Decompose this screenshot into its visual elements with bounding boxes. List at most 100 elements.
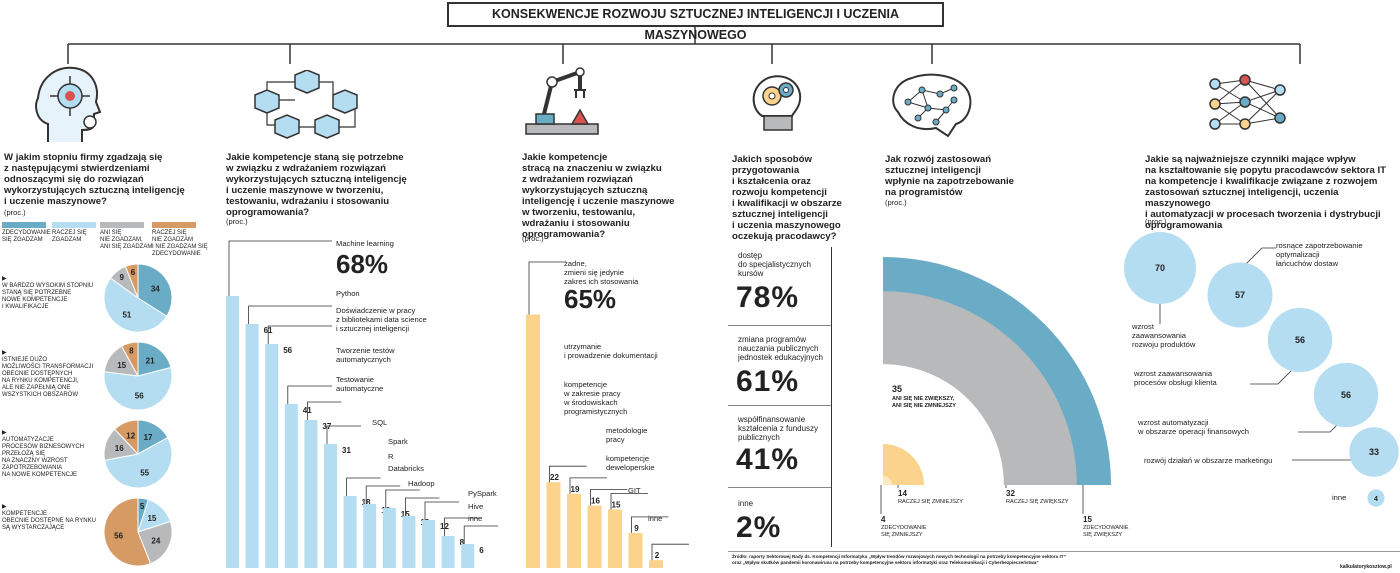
col4-item-value: 78% bbox=[736, 281, 800, 314]
pie-value-label: 34 bbox=[151, 284, 160, 293]
callout-line bbox=[610, 493, 648, 510]
callout-line bbox=[346, 477, 381, 496]
bar-value-label: 68% bbox=[336, 249, 388, 279]
bar-category-label: kompetencje bbox=[564, 380, 607, 389]
bar-value-label: 56 bbox=[283, 346, 292, 355]
bubble-category-label: rozwój działań w obszarze marketingu bbox=[1144, 456, 1272, 465]
bar-value-label: 8 bbox=[460, 538, 465, 547]
callout-line bbox=[385, 489, 420, 508]
ring-label: ANI SIĘ NIE ZMNIEJSZY bbox=[892, 403, 956, 409]
col4-divider-3 bbox=[728, 487, 831, 488]
bar-category-label: PySpark bbox=[468, 489, 497, 498]
bar-category-label: Hadoop bbox=[408, 479, 435, 488]
col4-item-value: 61% bbox=[736, 365, 800, 398]
bubble-value-label: 56 bbox=[1295, 335, 1305, 345]
pie-slice bbox=[137, 341, 172, 377]
bar-value-label: 6 bbox=[479, 546, 484, 555]
ring-label: SIĘ ZWIĘKSZY bbox=[1083, 532, 1122, 538]
ring-label: 32 bbox=[1006, 489, 1015, 498]
col4-item-label: dostęp do specjalistycznych kursów bbox=[738, 251, 811, 278]
bar bbox=[284, 404, 298, 568]
bar-value-label: 15 bbox=[612, 501, 621, 510]
col4-question: Jakich sposobów przygotowania i kształceni… bbox=[732, 154, 842, 242]
ring-label: 4 bbox=[881, 515, 886, 524]
bubble-category-label: optymalizacji bbox=[1276, 250, 1320, 259]
col2-question: Jakie kompetencje staną się potrzebne w z… bbox=[226, 152, 407, 218]
ring-label: ZDECYDOWANIE bbox=[881, 525, 927, 531]
bar-category-label: pracy bbox=[606, 435, 625, 444]
ring-label: ZDECYDOWANIE bbox=[1083, 525, 1129, 531]
ring-label: 35 bbox=[892, 384, 902, 394]
statement-1: ▶ W BARDZO WYSOKIM STOPNIU STANĄ SIĘ POTRZ… bbox=[2, 276, 94, 310]
ring-label: RACZEJ SIĘ ZWIĘKSZY bbox=[1006, 499, 1069, 505]
bar-category-label: SQL bbox=[372, 418, 387, 427]
bar-category-label: Python bbox=[336, 289, 360, 298]
pie-value-label: 15 bbox=[117, 361, 126, 370]
bar-category-label: i prowadzenie dokumentacji bbox=[564, 351, 658, 360]
callout-line bbox=[631, 516, 669, 533]
pie-value-label: 12 bbox=[126, 432, 135, 441]
callout-line bbox=[248, 305, 332, 324]
callout-line bbox=[444, 517, 479, 536]
callout-line bbox=[287, 385, 332, 404]
bar-category-label: GIT bbox=[628, 486, 641, 495]
bubble bbox=[1124, 232, 1196, 304]
head-circuit-icon bbox=[35, 66, 102, 142]
bar bbox=[226, 296, 239, 568]
col3-question: Jakie kompetencje stracą na znaczeniu w z… bbox=[522, 152, 675, 240]
ring-label: 14 bbox=[898, 489, 907, 498]
col2-bar-chart: 6156413731181615131286Machine learningPy… bbox=[226, 239, 499, 568]
col4-item-label: zmiana programów nauczania publicznych jed… bbox=[738, 335, 823, 362]
callout-line bbox=[405, 497, 440, 516]
bar bbox=[546, 482, 561, 568]
bar-value-label: 31 bbox=[342, 446, 351, 455]
statement-3: ▶ AUTOMATYZACJE PROCESÓW BIZNESOWYCH PRZEŁO… bbox=[2, 430, 85, 478]
pie-slice bbox=[114, 419, 139, 456]
callout-line bbox=[590, 489, 628, 506]
callout-line bbox=[365, 485, 401, 504]
statement-2: ▶ ISTNIEJE DUŻO MOŻLIWOŚCI TRANSFORMACJI OB… bbox=[2, 350, 94, 398]
bar bbox=[441, 536, 455, 568]
pie-slice bbox=[103, 277, 168, 333]
statement-4: ▶ KOMPETENCJE OBECNIE DOSTĘPNE NA RYNKU SĄ … bbox=[2, 504, 96, 531]
pie-slice bbox=[124, 263, 139, 299]
pie-value-label: 8 bbox=[129, 346, 134, 355]
col1-unit: (proc.) bbox=[4, 208, 26, 217]
bar-category-label: kompetencje bbox=[606, 454, 649, 463]
col4-panel: dostęp do specjalistycznych kursów 78% zmi… bbox=[728, 247, 832, 547]
pie-value-label: 55 bbox=[140, 469, 149, 478]
bar-category-label: Doświadczenie w pracy bbox=[336, 306, 416, 315]
col4-item-label: współfinansowanie kształcenia z funduszy p… bbox=[738, 415, 819, 442]
callout-line bbox=[528, 261, 566, 315]
callout-line bbox=[463, 525, 499, 544]
col4-divider-1 bbox=[728, 325, 831, 326]
bar-category-label: automatyczne bbox=[336, 384, 383, 393]
footer-source: Źródło: raporty Sektorowej Rady ds. Komp… bbox=[732, 554, 1066, 565]
bubble-category-label: rozwoju produktów bbox=[1132, 340, 1196, 349]
col5-unit: (proc.) bbox=[885, 198, 907, 207]
bar-category-label: inne bbox=[648, 514, 662, 523]
pie-slice bbox=[103, 497, 152, 567]
bar-category-label: Testowanie bbox=[336, 375, 374, 384]
col6-unit: (proc.) bbox=[1145, 217, 1167, 226]
bar bbox=[324, 444, 337, 568]
pie-slice bbox=[104, 436, 173, 489]
bar-category-label: Tworzenie testów bbox=[336, 346, 395, 355]
pie-value-label: 16 bbox=[115, 444, 124, 453]
bar-category-label: żadne, bbox=[564, 259, 587, 268]
bubble-value-label: 33 bbox=[1369, 447, 1379, 457]
bubble-category-label: wzrost zaawansowania bbox=[1133, 369, 1213, 378]
pie-slice bbox=[103, 366, 173, 411]
bar bbox=[587, 505, 602, 568]
callout-line bbox=[549, 465, 587, 483]
callout-line bbox=[651, 543, 689, 561]
callout-line bbox=[228, 240, 332, 296]
col4-item-value: 2% bbox=[736, 511, 782, 544]
bubble-category-label: rosnące zapotrzebowanie bbox=[1276, 241, 1363, 250]
bar bbox=[608, 509, 622, 568]
bar-value-label: 16 bbox=[591, 497, 600, 506]
bar bbox=[526, 314, 540, 568]
